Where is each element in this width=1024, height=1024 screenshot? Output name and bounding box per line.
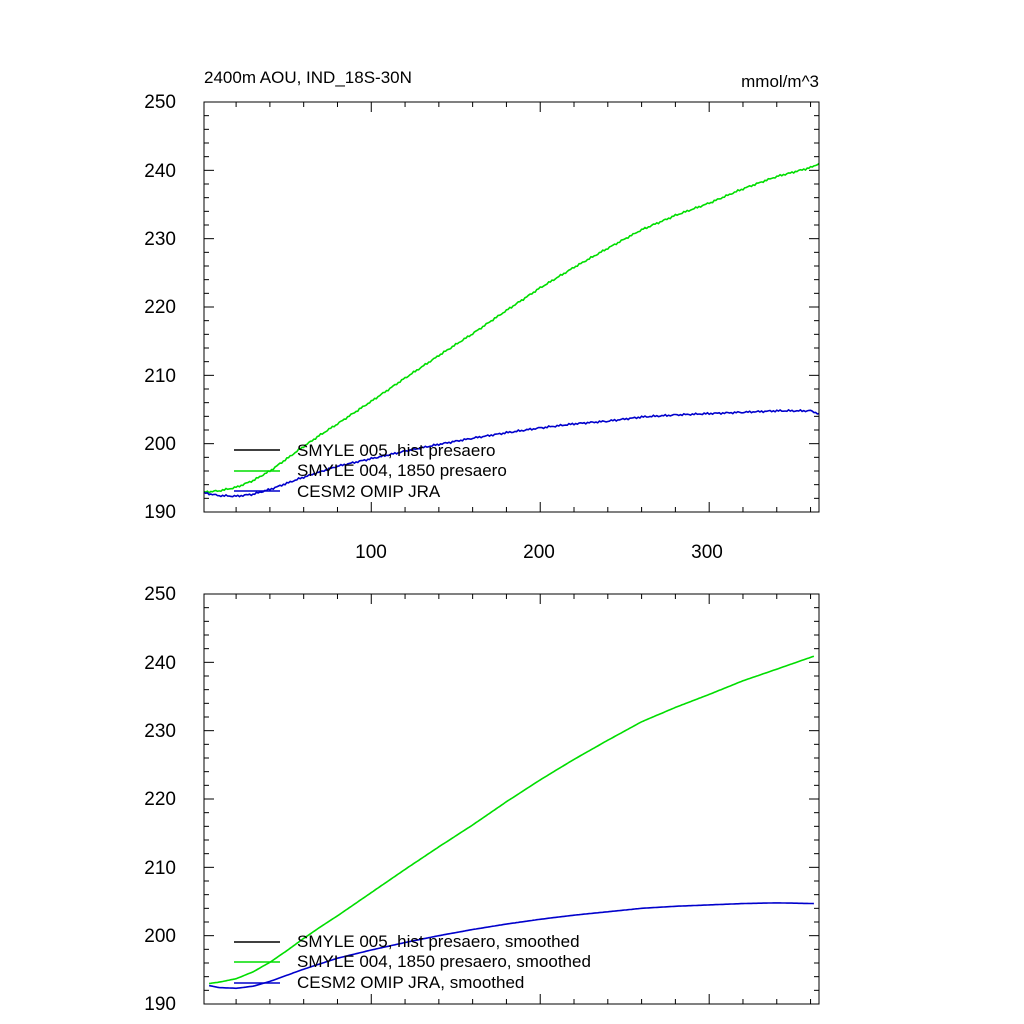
y-tick-label: 200 [144,926,176,947]
legend-label: SMYLE 004, 1850 presaero [297,461,507,480]
y-tick-label: 240 [144,653,176,674]
legend-label: CESM2 OMIP JRA [297,482,441,501]
legend-label: SMYLE 004, 1850 presaero, smoothed [297,952,591,971]
y-tick-label: 230 [144,229,176,250]
legend-label: SMYLE 005, hist presaero [297,441,495,460]
y-tick-label: 240 [144,161,176,182]
bottom-axis-ticks [204,593,819,1005]
top-series-layer [203,162,820,498]
bottom-panel: 190 200 210 220 230 240 250 SMYLE 005, h… [144,584,820,1015]
y-tick-label: 250 [144,584,176,605]
y-tick-label: 190 [144,994,176,1015]
y-tick-label: 250 [144,92,176,113]
top-legend: SMYLE 005, hist presaero SMYLE 004, 1850… [234,441,507,501]
bottom-series-layer [208,655,815,990]
bottom-plot-frame [203,593,820,1005]
top-panel: 2400m AOU, IND_18S-30N mmol/m^3 190 200 … [144,68,820,563]
y-tick-label: 190 [144,502,176,523]
y-tick-label: 200 [144,434,176,455]
legend-label: CESM2 OMIP JRA, smoothed [297,973,524,992]
x-tick-label: 100 [355,542,387,563]
top-axis-ticks [204,101,819,513]
series-line [203,408,820,498]
x-tick-label: 300 [691,542,723,563]
top-x-tick-labels: 100 200 300 [355,542,723,563]
y-tick-label: 210 [144,366,176,387]
y-tick-label: 230 [144,721,176,742]
y-tick-label: 210 [144,858,176,879]
bottom-legend: SMYLE 005, hist presaero, smoothed SMYLE… [234,932,591,992]
legend-label: SMYLE 005, hist presaero, smoothed [297,932,580,951]
units-label: mmol/m^3 [741,72,819,91]
x-tick-label: 200 [523,542,555,563]
series-line [208,902,814,990]
bottom-y-tick-labels: 190 200 210 220 230 240 250 [144,584,176,1015]
series-line [209,655,815,985]
y-tick-label: 220 [144,789,176,810]
series-line [203,162,820,494]
top-y-tick-labels: 190 200 210 220 230 240 250 [144,92,176,523]
y-tick-label: 220 [144,297,176,318]
top-plot-frame [203,101,820,513]
panel-title: 2400m AOU, IND_18S-30N [204,68,412,87]
